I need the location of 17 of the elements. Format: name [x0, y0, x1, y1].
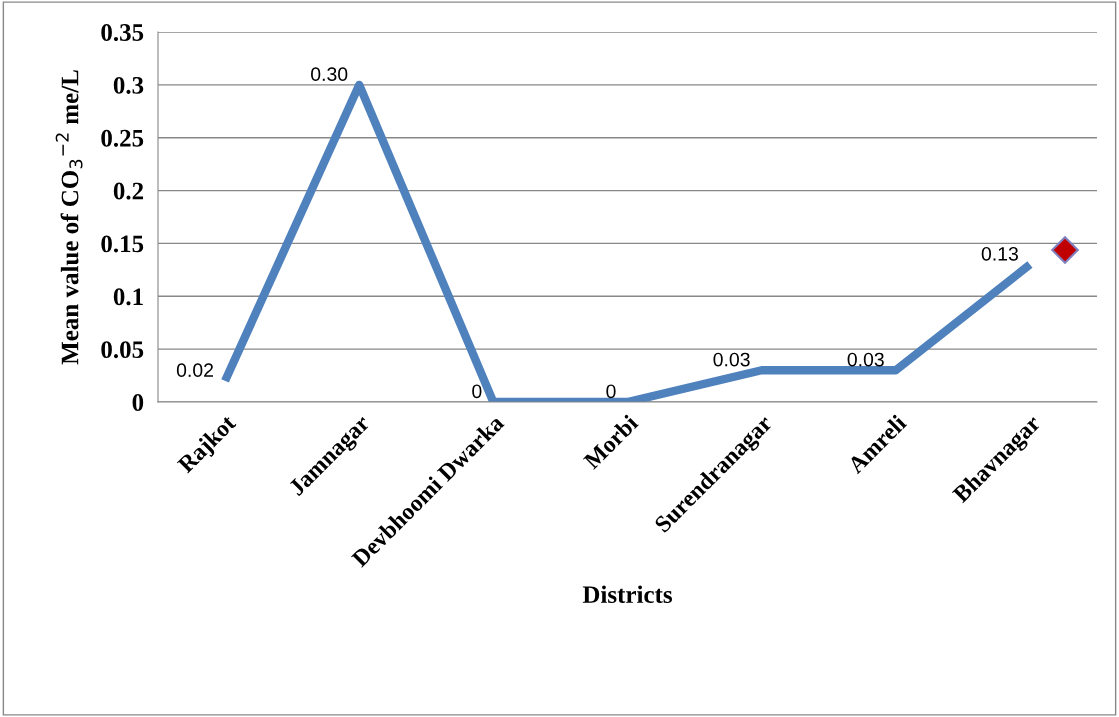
y-tick-label: 0.1: [113, 288, 143, 306]
y-axis-title: Mean value of CO$_{3}$$^{−2}$ me/L: [55, 70, 83, 365]
data-label: 0.02: [176, 363, 213, 378]
data-label: 0.03: [847, 352, 884, 367]
data-label: 0: [472, 384, 482, 399]
y-tick-label: 0.25: [101, 129, 144, 147]
y-tick-label: 0.2: [113, 182, 144, 200]
y-tick-label: 0.15: [101, 235, 144, 253]
y-tick-label: 0: [132, 394, 144, 411]
y-tick-label: 0.3: [113, 76, 144, 94]
x-axis-title: Districts: [582, 585, 673, 604]
data-label: 0.13: [981, 246, 1018, 261]
y-tick-label: 0.05: [101, 341, 144, 359]
data-label: 0.03: [713, 352, 750, 367]
data-label: 0.30: [311, 67, 348, 82]
data-label: 0: [606, 384, 616, 399]
y-tick-label: 0.35: [101, 24, 144, 42]
